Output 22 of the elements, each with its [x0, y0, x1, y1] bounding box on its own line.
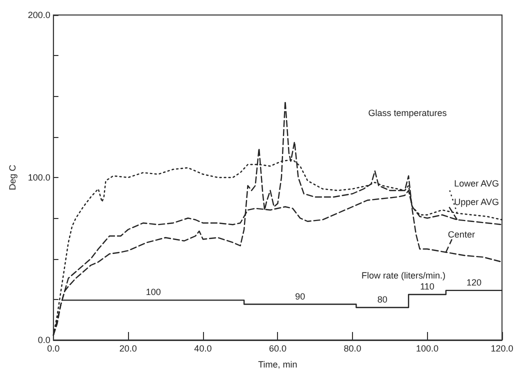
annotation: 90 — [295, 291, 306, 302]
x-tick-label: 20.0 — [119, 344, 137, 354]
series-label: Flow rate (liters/min.) — [362, 270, 446, 280]
x-axis-title: Time, min — [258, 360, 298, 370]
text: Lower AVG — [454, 178, 499, 188]
annotation: 120 — [466, 277, 482, 288]
annotation: Glass temperatures — [368, 108, 448, 118]
x-tick-label: 120.0 — [490, 344, 514, 354]
annotation: 110 — [420, 282, 434, 292]
x-tick-label: 40.0 — [194, 344, 212, 354]
y-tick-label: 200.0 — [28, 10, 50, 20]
series-label: Upper AVG — [454, 196, 499, 207]
y-tick-label: 0.0 — [38, 335, 50, 345]
annotation: 100 — [146, 287, 161, 298]
x-tick-label: 0.0 — [47, 344, 60, 354]
y-axis-title: Deg C — [8, 164, 18, 190]
x-tick-label: 80.0 — [344, 344, 362, 354]
legend-label: Center — [448, 229, 475, 240]
x-tick-label: 60.0 — [268, 344, 286, 354]
x-tick-label: 100.0 — [416, 344, 439, 354]
y-tick-label: 100.0 — [28, 172, 50, 182]
annotation: 80 — [377, 294, 388, 304]
